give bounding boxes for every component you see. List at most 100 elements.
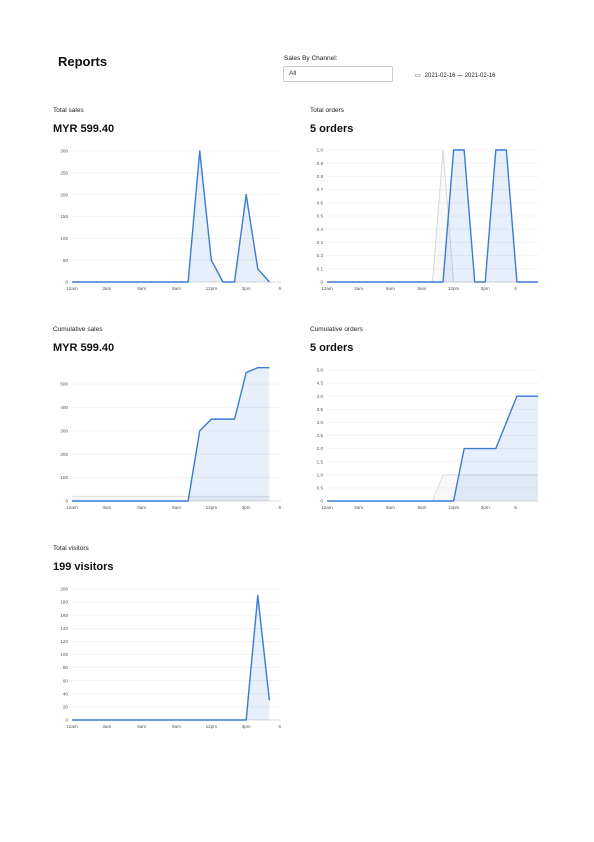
series-area-1 [327,474,538,501]
y-tick-label: 120 [60,639,68,644]
y-tick-label: 0 [320,499,323,504]
total-visitors-value: 199 visitors [53,561,114,573]
y-tick-label: 100 [60,475,68,480]
x-tick-label: 9am [172,724,181,729]
y-tick-label: 0.3 [317,240,324,245]
x-tick-label: 3pm [481,286,490,291]
total-orders-value: 5 orders [310,123,354,135]
y-tick-label: 3.0 [317,420,324,425]
calendar-icon: ▭ [415,73,421,79]
x-tick-label: 3am [354,505,363,510]
x-tick-label: 9am [417,505,426,510]
y-tick-label: 300 [60,428,68,433]
x-tick-label: 12am [66,286,78,291]
y-tick-label: 0 [65,280,68,285]
y-tick-label: 1.0 [317,472,324,477]
x-tick-label: 6am [137,724,146,729]
x-tick-label: 12pm [206,286,218,291]
series-line-0 [327,149,538,283]
y-tick-label: 80 [63,665,69,670]
y-tick-label: 60 [63,678,69,683]
x-tick-label: 3am [102,505,111,510]
x-tick-label: 12pm [448,505,460,510]
y-tick-label: 0.7 [317,187,324,192]
y-tick-label: 500 [60,382,68,387]
sales-channel-label: Sales By Channel: [284,55,338,62]
x-tick-label: 12am [66,724,78,729]
y-tick-label: 0 [65,499,68,504]
y-tick-label: 400 [60,405,68,410]
series-area-0 [72,595,270,720]
sales-channel-select[interactable]: All [283,66,393,82]
total-sales-value: MYR 599.40 [53,123,115,135]
y-tick-label: 2.0 [317,446,324,451]
series-line-0 [72,366,270,502]
x-tick-label: 3pm [242,286,251,291]
total-visitors-label: Total visitors [53,545,89,552]
y-tick-label: 40 [63,691,69,696]
y-tick-label: 0.8 [317,174,324,179]
x-tick-label: 3am [102,724,111,729]
y-tick-label: 300 [60,149,68,154]
y-tick-label: 50 [63,258,69,263]
series-area-1 [72,496,270,501]
series-area-0 [72,367,270,501]
x-tick-label: 3am [102,286,111,291]
y-tick-label: 1.0 [317,148,324,153]
x-tick-label: 6 [278,505,281,510]
series-area-0 [72,151,270,282]
series-line-0 [327,395,538,502]
date-range-picker[interactable]: ▭ 2021-02-16 — 2021-02-16 [415,72,495,79]
y-tick-label: 4.5 [317,381,324,386]
x-tick-label: 3pm [481,505,490,510]
series-area-0 [327,396,538,501]
series-area-0 [327,150,538,282]
cumulative-sales-label: Cumulative sales [53,326,103,333]
x-tick-label: 6am [137,505,146,510]
cumulative-orders-label: Cumulative orders [310,326,363,333]
y-tick-label: 0.2 [317,253,324,258]
y-tick-label: 200 [60,192,68,197]
x-tick-label: 6am [386,505,395,510]
y-tick-label: 100 [60,236,68,241]
y-tick-label: 100 [60,652,68,657]
y-tick-label: 0.1 [317,266,324,271]
y-tick-label: 250 [60,170,68,175]
y-tick-label: 5.0 [317,368,324,373]
y-tick-label: 0.4 [317,227,324,232]
x-tick-label: 3pm [242,724,251,729]
cumulative-orders-value: 5 orders [310,342,354,354]
y-tick-label: 3.5 [317,407,324,412]
series-line-0 [72,594,271,721]
y-tick-label: 0 [320,280,323,285]
cumulative-sales-value: MYR 599.40 [53,342,115,354]
x-tick-label: 12am [321,286,333,291]
y-tick-label: 2.5 [317,433,324,438]
x-tick-label: 6 [514,286,517,291]
x-tick-label: 9am [172,505,181,510]
date-range-text: 2021-02-16 — 2021-02-16 [424,73,496,79]
y-tick-label: 180 [60,600,68,605]
y-tick-label: 200 [60,452,68,457]
x-tick-label: 6 [278,724,281,729]
x-tick-label: 9am [172,286,181,291]
total-orders-label: Total orders [310,107,344,114]
y-tick-label: 0.6 [317,200,324,205]
x-tick-label: 3am [354,286,363,291]
series-line-0 [72,150,270,283]
y-tick-label: 0.9 [317,161,324,166]
y-tick-label: 20 [63,705,69,710]
y-tick-label: 140 [60,626,68,631]
y-tick-label: 0.5 [317,486,324,491]
x-tick-label: 6am [386,286,395,291]
x-tick-label: 6am [137,286,146,291]
y-tick-label: 160 [60,613,68,618]
x-tick-label: 12pm [206,505,218,510]
y-tick-label: 150 [60,214,68,219]
x-tick-label: 12pm [206,724,218,729]
